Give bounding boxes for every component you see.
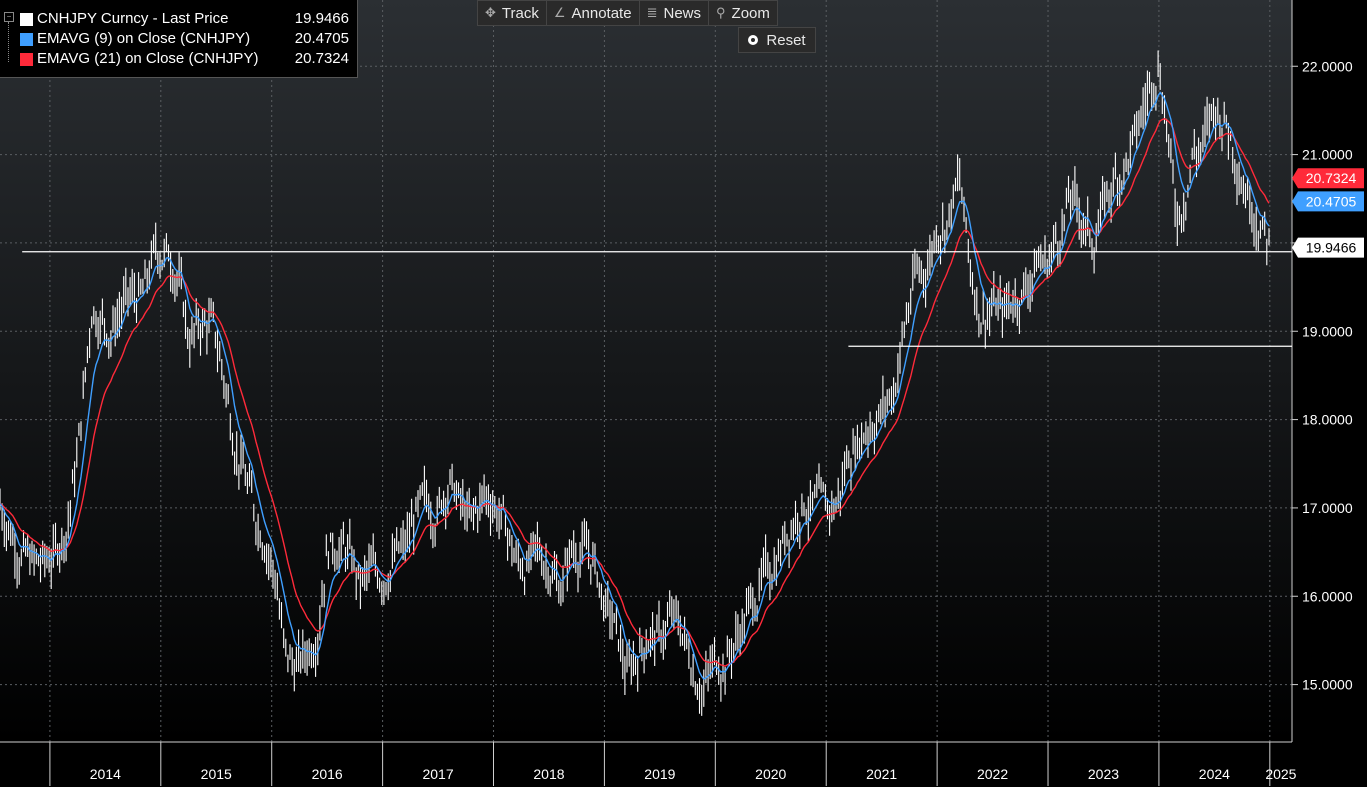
- news-label: News: [663, 4, 701, 22]
- pencil-icon: ∠: [553, 5, 566, 20]
- x-tick-label-1: 2015: [201, 766, 232, 782]
- zoom-label: Zoom: [731, 4, 770, 22]
- legend-row-ema21: EMAVG (21) on Close (CNHJPY) 20.7324: [6, 49, 357, 69]
- last-value-box-2: [1292, 237, 1364, 258]
- x-tick-label-11: 2025: [1265, 766, 1296, 782]
- ema9-line: [0, 91, 1270, 680]
- legend-label-price: CNHJPY Curncy - Last Price: [37, 10, 229, 27]
- y-tick-label-1: 16.0000: [1302, 588, 1353, 604]
- legend-value-ema9: 20.4705: [294, 30, 349, 47]
- swatch-price: [20, 12, 33, 26]
- x-tick-label-4: 2018: [533, 766, 564, 782]
- y-tick-label-3: 18.0000: [1302, 412, 1353, 428]
- price-bars: [0, 50, 1270, 716]
- legend-row-price: CNHJPY Curncy - Last Price 19.9466: [6, 9, 357, 29]
- last-value-box-0: [1292, 168, 1364, 189]
- legend-value-price: 19.9466: [294, 10, 349, 27]
- y-tick-label-6: 21.0000: [1302, 147, 1353, 163]
- x-tick-label-6: 2020: [755, 766, 786, 782]
- ema21-line: [0, 118, 1270, 667]
- zoom-button[interactable]: ⚲ Zoom: [709, 1, 777, 25]
- swatch-ema21: [20, 52, 33, 66]
- track-label: Track: [501, 4, 539, 22]
- plot-background: [0, 0, 1292, 742]
- x-tick-label-5: 2019: [644, 766, 675, 782]
- x-tick-label-2: 2016: [312, 766, 343, 782]
- x-tick-label-7: 2021: [866, 766, 897, 782]
- news-button[interactable]: ≣ News: [640, 1, 709, 25]
- last-value-label-2: 19.9466: [1306, 240, 1357, 256]
- crosshair-icon: ✥: [485, 5, 496, 20]
- magnifier-icon: ⚲: [716, 5, 726, 20]
- y-tick-label-0: 15.0000: [1302, 677, 1353, 693]
- legend-value-ema21: 20.7324: [294, 50, 349, 67]
- last-value-box-1: [1292, 191, 1364, 212]
- legend: − CNHJPY Curncy - Last Price 19.9466 EMA…: [0, 0, 358, 78]
- x-tick-label-8: 2022: [977, 766, 1008, 782]
- reset-icon: [748, 35, 759, 45]
- news-icon: ≣: [646, 5, 658, 20]
- x-tick-label-0: 2014: [90, 766, 121, 782]
- last-value-label-1: 20.4705: [1306, 193, 1357, 209]
- annotate-label: Annotate: [571, 4, 632, 22]
- y-tick-label-7: 22.0000: [1302, 58, 1353, 74]
- x-tick-label-10: 2024: [1199, 766, 1230, 782]
- x-tick-label-9: 2023: [1088, 766, 1119, 782]
- reset-button[interactable]: Reset: [738, 27, 816, 53]
- legend-label-ema9: EMAVG (9) on Close (CNHJPY): [37, 30, 251, 47]
- annotate-button[interactable]: ∠ Annotate: [547, 1, 640, 25]
- y-tick-label-4: 19.0000: [1302, 323, 1353, 339]
- y-tick-label-2: 17.0000: [1302, 500, 1353, 516]
- track-button[interactable]: ✥ Track: [478, 1, 547, 25]
- swatch-ema9: [20, 32, 33, 46]
- legend-row-ema9: EMAVG (9) on Close (CNHJPY) 20.4705: [6, 29, 357, 49]
- reset-label: Reset: [766, 31, 806, 49]
- legend-label-ema21: EMAVG (21) on Close (CNHJPY): [37, 50, 259, 67]
- collapse-icon[interactable]: −: [4, 12, 14, 22]
- x-tick-label-3: 2017: [422, 766, 453, 782]
- last-value-label-0: 20.7324: [1306, 170, 1357, 186]
- tree-line: [8, 22, 10, 62]
- chart-toolbar: ✥ Track ∠ Annotate ≣ News ⚲ Zoom: [477, 0, 778, 26]
